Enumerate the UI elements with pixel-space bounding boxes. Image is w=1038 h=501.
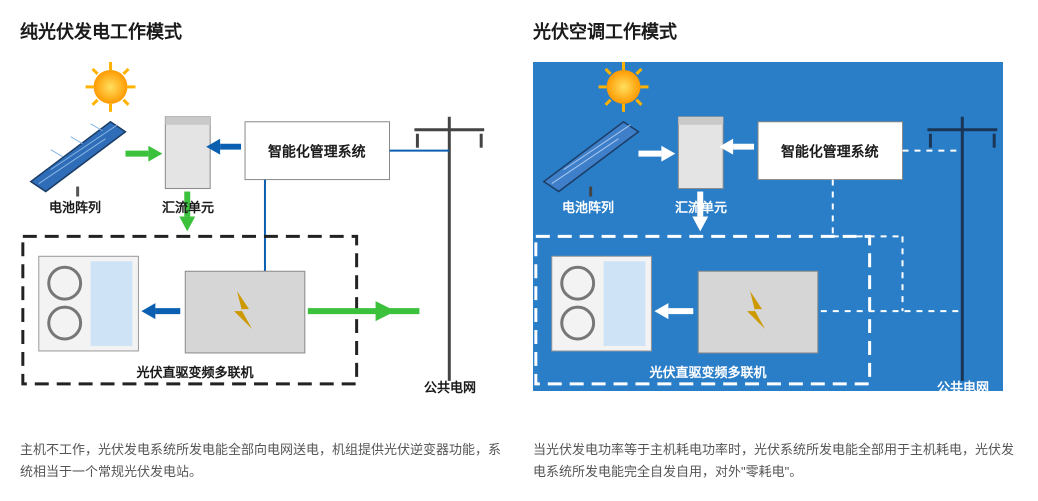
arrow-combiner-mgmt: [206, 139, 241, 155]
label-combiner: 汇流单元: [661, 197, 741, 216]
combiner-icon: [165, 117, 210, 189]
converter-icon: [185, 271, 305, 353]
solar-array-icon: [544, 122, 639, 197]
sun-icon: [86, 62, 136, 112]
arrow-vrf-left: [654, 303, 693, 319]
compressor-icon: [39, 256, 139, 351]
arrow-combiner-mgmt: [719, 139, 754, 155]
right-diagram: 智能化管理系统: [533, 62, 1003, 391]
left-panel: 纯光伏发电工作模式: [20, 18, 505, 483]
mgmt-label-svg: 智能化管理系统: [268, 144, 366, 160]
label-vrf: 光伏直驱变频多联机: [115, 362, 275, 381]
label-vrf: 光伏直驱变频多联机: [628, 362, 788, 381]
label-grid: 公共电网: [928, 377, 998, 396]
svg-text:智能化管理系统: 智能化管理系统: [781, 144, 879, 160]
label-combiner: 汇流单元: [148, 197, 228, 216]
right-panel: 光伏空调工作模式: [533, 18, 1018, 483]
label-grid: 公共电网: [415, 377, 485, 396]
mgmt-icon: 智能化管理系统: [758, 122, 902, 180]
arrow-solar-combiner: [638, 146, 675, 162]
right-svg: 智能化管理系统: [533, 62, 1003, 391]
solar-array-icon: [31, 122, 126, 197]
right-title: 光伏空调工作模式: [533, 18, 1018, 44]
combiner-icon: [678, 117, 723, 189]
right-caption: 当光伏发电功率等于主机耗电功率时，光伏系统所发电能全部用于主机耗电，光伏发电系统…: [533, 439, 1018, 483]
mgmt-icon: 智能化管理系统: [245, 122, 389, 180]
left-diagram: 智能化管理系统: [20, 62, 490, 391]
arrow-vrf-left: [141, 303, 180, 319]
left-title: 纯光伏发电工作模式: [20, 18, 505, 44]
arrow-solar-combiner: [125, 146, 162, 162]
arrow-out-grid: [308, 301, 420, 321]
left-caption: 主机不工作，光伏发电系统所发电能全部向电网送电，机组提供光伏逆变器功能，系统相当…: [20, 439, 505, 483]
converter-icon: [698, 271, 818, 353]
compressor-icon: [552, 256, 652, 351]
left-svg: 智能化管理系统: [20, 62, 490, 391]
pylon-icon: [927, 117, 997, 381]
label-solar: 电池阵列: [30, 197, 120, 216]
sun-icon: [599, 62, 649, 112]
label-solar: 电池阵列: [543, 197, 633, 216]
pylon-icon: [414, 117, 484, 381]
